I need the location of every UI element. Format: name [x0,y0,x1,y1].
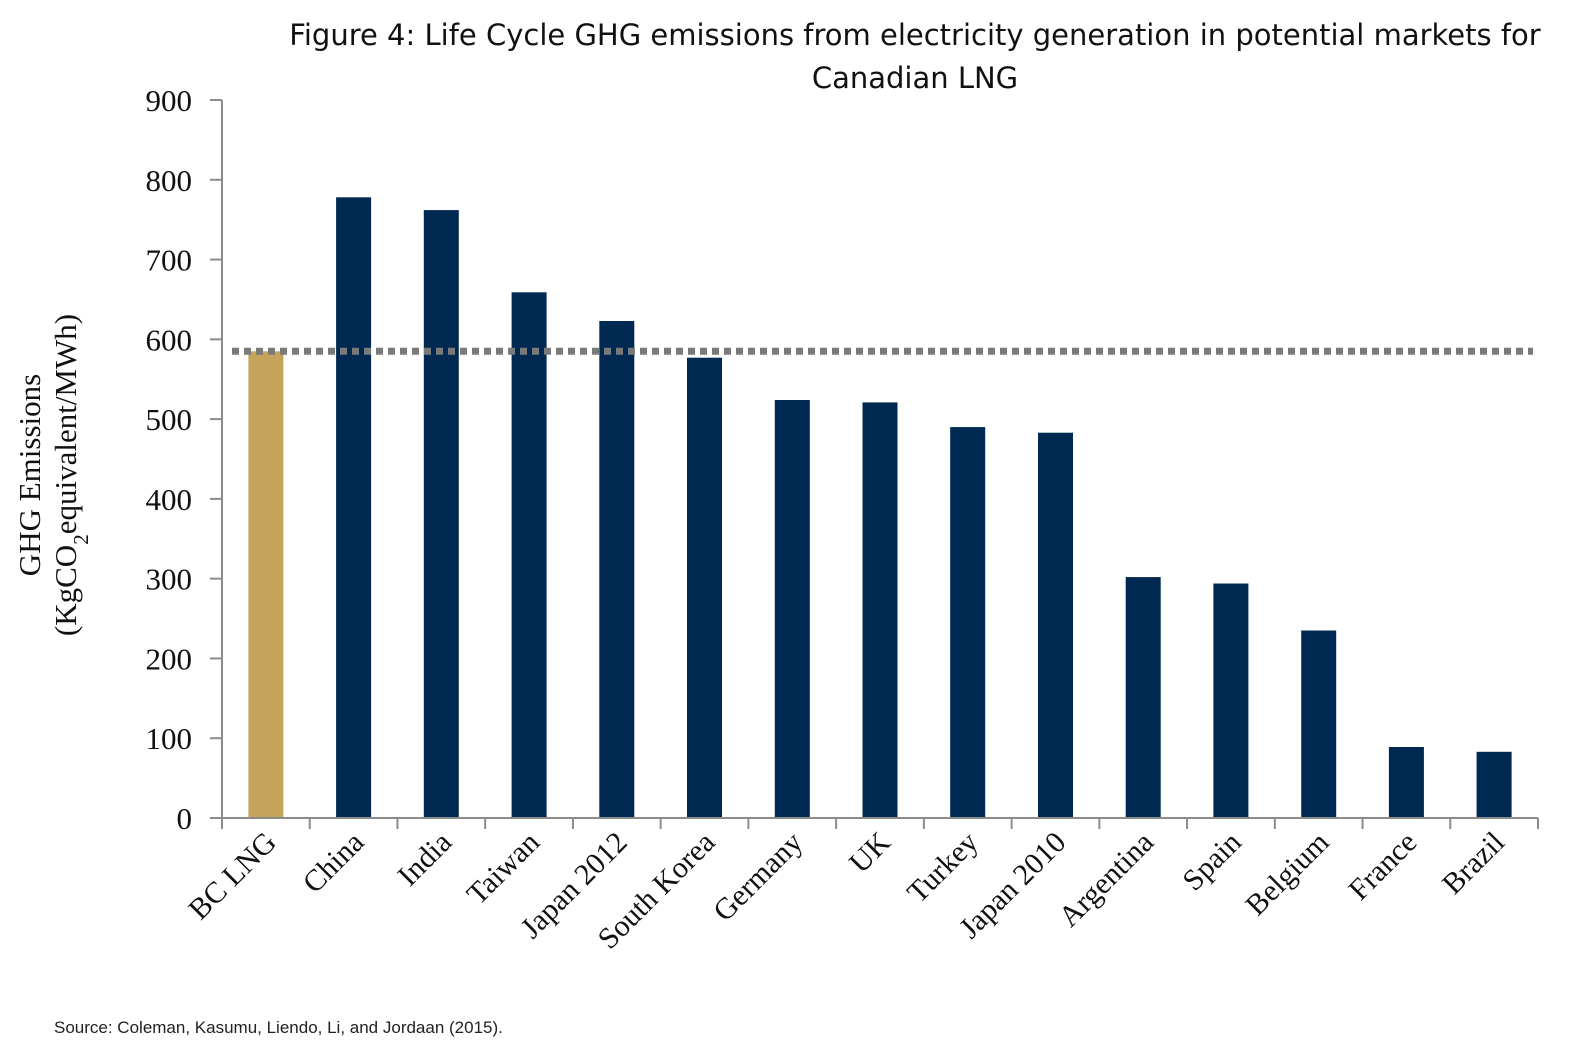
bar-germany [774,400,810,818]
x-tick-label: Brazil [1436,826,1511,901]
x-tick-label: Belgium [1239,826,1335,922]
bar-south-korea [687,357,722,818]
y-axis-title-line2: (KgCO2equivalent/MWh) [48,314,93,636]
chart-title: Figure 4: Life Cycle GHG emissions from … [289,18,1541,95]
y-axis-title: GHG Emissions (KgCO2equivalent/MWh) [12,314,93,636]
axes [221,100,1538,819]
y-axis-title-suffix: equivalent/MWh) [48,314,83,534]
x-tick-label: Argentina [1052,826,1160,934]
y-tick-label: 100 [146,721,193,756]
y-tick-label: 600 [146,322,193,357]
y-tick-label: 900 [146,83,193,118]
y-tick-label: 300 [146,562,193,597]
bar-argentina [1125,577,1161,818]
y-axis-title-prefix: (KgCO [48,545,83,636]
x-tick-label: India [391,826,458,893]
y-tick-label: 200 [146,641,193,676]
bar-brazil [1476,751,1512,818]
x-tick-label: Taiwan [461,826,546,911]
x-tick-label: UK [843,825,897,879]
y-tick-label: 500 [146,402,193,437]
bar-belgium [1301,630,1337,818]
y-tick-label: 0 [177,801,193,836]
bar-china [336,197,372,819]
chart-source: Source: Coleman, Kasumu, Liendo, Li, and… [54,1018,503,1037]
bar-turkey [950,427,986,818]
x-tick-label: BC LNG [182,826,283,927]
ticks: 0 100 200 300 400 500 600 700 800 900 [146,83,1539,836]
x-tick-label: Germany [707,826,809,928]
bar-japan-2010 [1038,432,1073,818]
bar-taiwan [511,292,547,818]
y-tick-label: 400 [146,482,193,517]
bar-france [1388,747,1424,818]
bar-japan-2012 [599,321,635,818]
bar-uk [862,402,898,818]
x-tick-label: France [1342,826,1423,907]
y-axis-title-line1: GHG Emissions [12,374,47,576]
y-axis-title-subscript: 2 [69,534,93,545]
bar-spain [1213,583,1249,818]
y-tick-label: 800 [146,163,193,198]
y-tick-label: 700 [146,243,193,278]
bar-india [423,210,459,819]
x-tick-label: Spain [1176,826,1248,898]
bar-bc-lng [248,351,284,818]
x-tick-label: China [297,826,371,900]
bars [248,197,1512,819]
x-tick-label: Turkey [901,826,985,910]
